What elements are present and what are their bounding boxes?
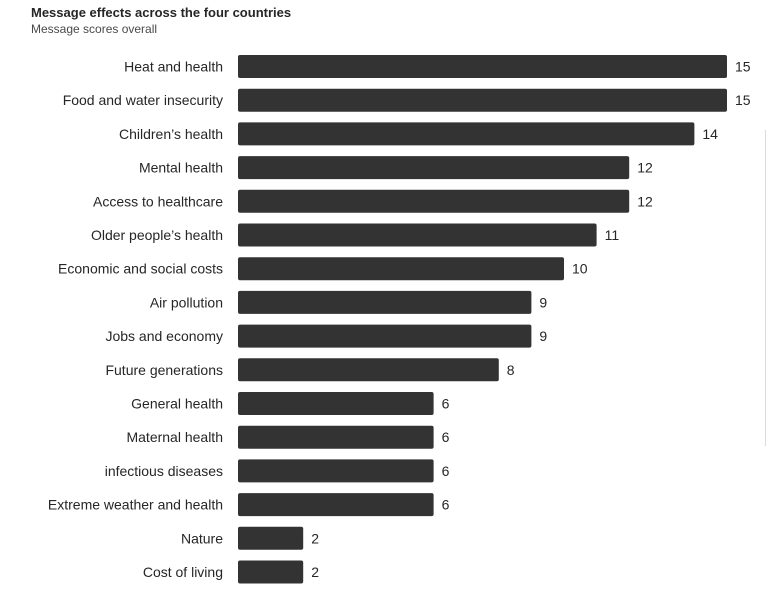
category-label: Mental health	[139, 160, 223, 176]
category-label: Jobs and economy	[105, 328, 223, 344]
value-label: 8	[507, 362, 515, 378]
category-label: Children’s health	[119, 126, 223, 142]
value-label: 12	[637, 193, 653, 209]
category-label: Food and water insecurity	[63, 92, 223, 108]
value-labels: 15 15 14 12 12 11 10 9 9 8 6 6 6 6 2 2	[311, 59, 751, 581]
value-label: 15	[735, 92, 751, 108]
chart-subtitle: Message scores overall	[31, 22, 158, 36]
value-label: 14	[702, 126, 718, 142]
value-label: 10	[572, 261, 588, 277]
bar	[238, 257, 564, 281]
value-label: 9	[539, 294, 547, 310]
bar	[238, 189, 630, 213]
value-label: 6	[442, 463, 450, 479]
value-label: 6	[442, 497, 450, 513]
category-label: Access to healthcare	[93, 193, 223, 209]
category-label: Heat and health	[124, 59, 223, 75]
bar	[238, 493, 434, 517]
value-label: 6	[442, 396, 450, 412]
right-divider	[765, 130, 766, 446]
bar	[238, 156, 630, 180]
category-label: Air pollution	[150, 294, 223, 310]
bars-group	[238, 55, 727, 584]
bar	[238, 459, 434, 483]
value-label: 15	[735, 59, 751, 75]
category-label: Extreme weather and health	[48, 497, 223, 513]
bar	[238, 324, 532, 348]
category-label: infectious diseases	[105, 463, 223, 479]
value-label: 2	[311, 564, 319, 580]
category-label: Older people’s health	[91, 227, 223, 243]
value-label: 12	[637, 160, 653, 176]
category-label: Nature	[181, 530, 223, 546]
category-label: Maternal health	[126, 429, 223, 445]
value-label: 6	[442, 429, 450, 445]
value-label: 2	[311, 530, 319, 546]
bar	[238, 88, 727, 112]
value-label: 9	[539, 328, 547, 344]
bar	[238, 392, 434, 415]
category-label: Future generations	[105, 362, 223, 378]
category-label: Cost of living	[143, 564, 223, 580]
bar	[238, 290, 532, 314]
chart-title: Message effects across the four countrie…	[31, 5, 292, 20]
value-label: 11	[605, 227, 620, 243]
bar	[238, 358, 499, 382]
category-label: Economic and social costs	[58, 261, 223, 277]
category-label: General health	[131, 396, 223, 412]
bar	[238, 223, 597, 247]
category-labels: Heat and health Food and water insecurity…	[48, 59, 223, 581]
bar	[238, 560, 304, 584]
bar	[238, 122, 695, 146]
bar	[238, 425, 434, 449]
bar	[238, 55, 727, 78]
bar	[238, 526, 304, 550]
